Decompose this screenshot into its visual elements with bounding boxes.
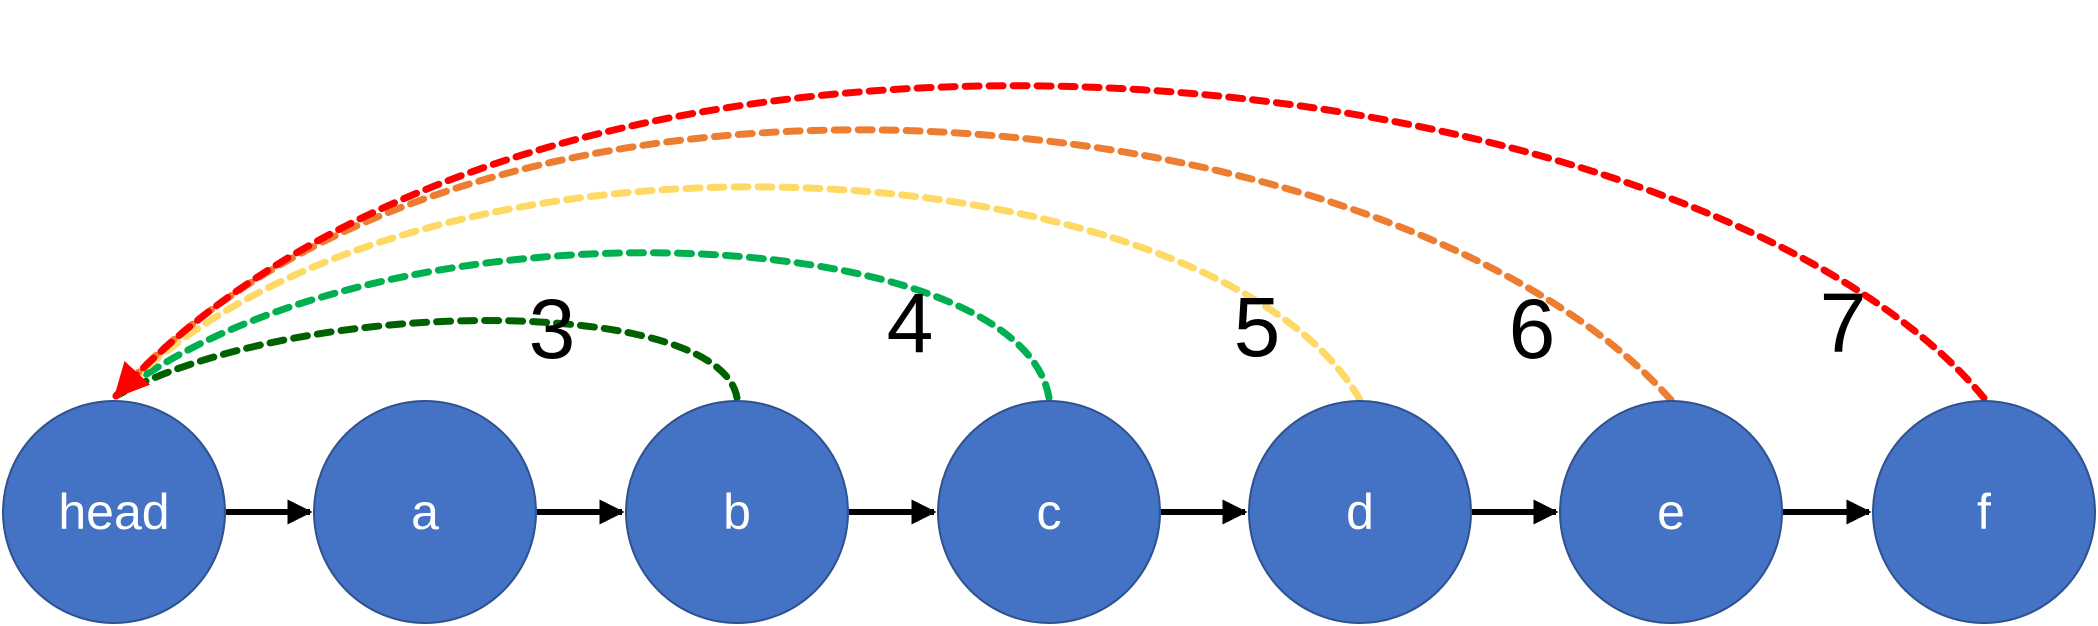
back-arc-e-to-head	[112, 126, 1675, 404]
node-circle-a	[313, 400, 537, 624]
node-a: a	[313, 400, 537, 624]
arc-labels: 3 4 5 6 7	[529, 276, 1867, 376]
node-circle-head	[2, 400, 226, 624]
node-c: c	[937, 400, 1161, 624]
node-f: f	[1872, 400, 2096, 624]
node-label-head: head	[58, 484, 169, 540]
node-d: d	[1248, 400, 1472, 624]
node-circle-f	[1872, 400, 2096, 624]
arc-label-e: 6	[1509, 282, 1556, 376]
node-label-c: c	[1037, 484, 1062, 540]
node-label-b: b	[723, 484, 751, 540]
node-label-e: e	[1657, 484, 1685, 540]
node-circle-b	[625, 400, 849, 624]
node-circle-c	[937, 400, 1161, 624]
list-nodes: head a b c d e f	[2, 400, 2096, 624]
node-e: e	[1559, 400, 1783, 624]
node-circle-d	[1248, 400, 1472, 624]
node-b: b	[625, 400, 849, 624]
arc-label-c: 4	[887, 276, 934, 370]
node-label-a: a	[411, 484, 439, 540]
back-arc-f-to-head	[112, 82, 1988, 402]
back-arcs	[112, 82, 1988, 404]
node-circle-e	[1559, 400, 1783, 624]
back-arc-b-to-head	[112, 317, 741, 402]
arc-label-d: 5	[1234, 280, 1281, 374]
back-arc-d-to-head	[112, 183, 1364, 404]
node-head: head	[2, 400, 226, 624]
arc-label-b: 3	[529, 282, 576, 376]
node-label-d: d	[1346, 484, 1374, 540]
node-label-f: f	[1977, 484, 1991, 540]
back-arc-c-to-head	[112, 249, 1053, 402]
arc-label-f: 7	[1820, 276, 1867, 370]
